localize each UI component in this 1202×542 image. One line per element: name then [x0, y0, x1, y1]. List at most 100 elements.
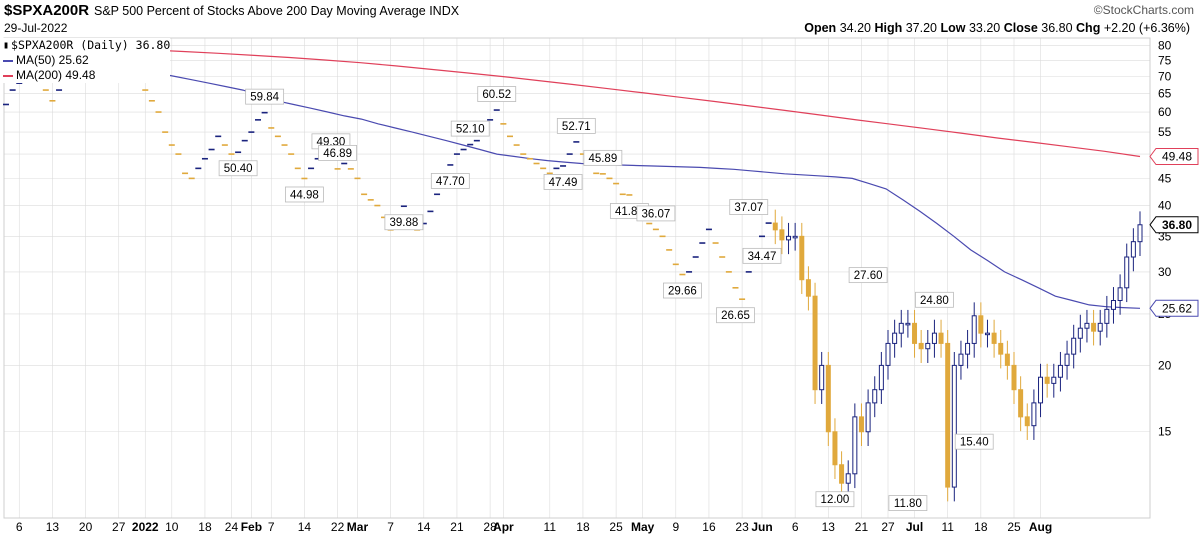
badge-shape	[1149, 147, 1199, 165]
annotation-text: 60.52	[482, 89, 511, 101]
candle-down	[812, 295, 818, 391]
symbol-title: $SPXA200R	[4, 2, 90, 19]
legend-ma50-label: MA(50) 25.62	[16, 53, 89, 67]
candle-up	[1104, 308, 1110, 324]
annotation-box	[450, 120, 490, 137]
annotation-box	[583, 149, 623, 166]
axis-badge: 36.80	[1149, 216, 1199, 234]
annotation-box	[543, 174, 583, 190]
x-tick-label: 25	[1007, 520, 1021, 534]
x-tick-label: 18	[576, 520, 590, 534]
candle-down	[945, 342, 951, 488]
candle-down	[912, 322, 918, 344]
candle-down	[1044, 376, 1050, 384]
candle-down	[1004, 353, 1010, 366]
annotation-label: 29.66	[663, 282, 702, 299]
annotation-box	[384, 214, 424, 231]
open-value: 34.20	[839, 21, 871, 35]
annotation-text: 47.70	[436, 176, 465, 188]
annotation-label: 47.49	[543, 174, 583, 190]
annotation-label: 52.10	[450, 120, 490, 137]
x-tick-label: 16	[702, 520, 716, 534]
x-tick-label: 13	[822, 520, 836, 534]
candle-up	[1031, 402, 1037, 427]
candle-down	[779, 229, 785, 241]
annotation-label: 24.80	[915, 291, 954, 308]
y-tick-label: 55	[1158, 125, 1172, 139]
legend-price: ▮ $SPXA200R (Daily) 36.80	[3, 38, 170, 53]
candle-down	[839, 464, 845, 484]
x-tick-label: 20	[79, 520, 93, 534]
annotation-text: 52.10	[456, 124, 485, 136]
candle-up	[965, 342, 971, 355]
chart-date: 29-Jul-2022	[4, 21, 68, 35]
annotation-box	[888, 495, 928, 511]
x-tick-label: Jul	[906, 520, 923, 534]
candle-up	[872, 389, 878, 404]
candle-up	[951, 364, 957, 488]
x-tick-label: 27	[112, 520, 126, 534]
annotation-box	[218, 160, 258, 177]
candle-up	[925, 342, 931, 350]
candle-up	[1038, 376, 1044, 404]
y-tick-label: 70	[1158, 69, 1172, 83]
annotation-label: 50.40	[218, 160, 258, 177]
candle-down	[1018, 389, 1024, 418]
chart-description: S&P 500 Percent of Stocks Above 200 Day …	[94, 4, 459, 18]
annotation-box	[477, 86, 517, 102]
annotation-text: 39.88	[390, 217, 419, 229]
annotation-label: 26.65	[716, 307, 755, 324]
annotation-text: 37.07	[734, 202, 763, 214]
annotation-box	[915, 291, 954, 308]
annotation-label: 52.71	[556, 118, 596, 134]
annotation-label: 34.47	[742, 247, 782, 264]
candle-up	[971, 315, 977, 344]
candle-down	[1091, 322, 1097, 332]
ma200-swatch	[3, 74, 13, 77]
candle-up	[1137, 224, 1143, 243]
annotation-text: 34.47	[748, 251, 777, 263]
candle-up	[845, 473, 851, 484]
annotation-box	[636, 205, 676, 222]
candle-up	[1051, 376, 1057, 384]
badge-shape	[1149, 216, 1199, 234]
x-tick-label: 11	[544, 520, 557, 534]
x-tick-label: 9	[672, 520, 679, 534]
y-tick-labels: 8075706560555045403530252015	[1158, 39, 1172, 439]
annotation-box	[815, 491, 855, 508]
x-tick-label: 27	[881, 520, 895, 534]
candle-up	[984, 332, 990, 336]
candle-up	[852, 416, 858, 475]
x-tick-label: 28	[483, 520, 497, 534]
low-value: 33.20	[968, 21, 1001, 35]
annotation-text: 46.89	[323, 148, 352, 160]
x-tick-label: 18	[198, 520, 212, 534]
candle-down	[832, 431, 838, 466]
candle-down	[938, 332, 944, 344]
ohlc-readout: Open 34.20 High 37.20 Low 33.20 Close 36…	[804, 21, 1190, 35]
description-text: S&P 500 Percent of Stocks Above 200 Day …	[94, 4, 426, 18]
annotation-box	[430, 173, 470, 189]
ma50-swatch	[3, 59, 13, 62]
grid-lines	[4, 38, 1150, 518]
candle-up	[1057, 364, 1063, 378]
candle-up	[885, 342, 891, 366]
candle-up	[931, 332, 937, 344]
annotation-text: 45.89	[588, 153, 617, 165]
candle-down	[772, 222, 778, 231]
x-tick-label: 14	[417, 520, 431, 534]
candle-up	[1130, 241, 1136, 258]
candle-down	[858, 416, 864, 433]
x-tick-label: 7	[268, 520, 275, 534]
y-tick-label: 75	[1158, 54, 1172, 68]
chart-legend: ▮ $SPXA200R (Daily) 36.80 MA(50) 25.62 M…	[3, 38, 171, 83]
candle-up	[1077, 327, 1083, 339]
annotation-label: 59.84	[245, 88, 285, 105]
candle-down	[1011, 364, 1017, 391]
annotation-label: 46.89	[318, 144, 357, 161]
annotation-text: 52.71	[562, 121, 591, 133]
candle-down	[1024, 416, 1030, 427]
right-axis-badges: 49.48 36.80 25.62	[1149, 147, 1199, 317]
brand-logo[interactable]: ©StockCharts.com	[1093, 3, 1194, 17]
